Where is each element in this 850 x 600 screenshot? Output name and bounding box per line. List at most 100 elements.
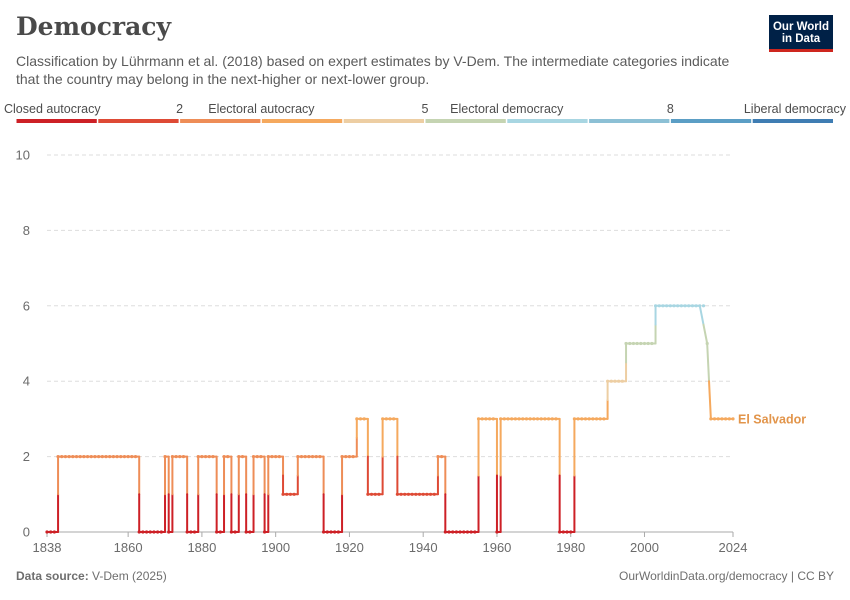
legend-segment-8 [670, 119, 752, 123]
data-point-2018 [709, 417, 713, 421]
data-point-1982 [576, 417, 580, 421]
data-point-2007 [668, 304, 672, 308]
data-point-1908 [303, 455, 307, 459]
data-point-1877 [189, 530, 193, 534]
legend-segment-9 [752, 119, 833, 123]
data-point-1930 [384, 417, 388, 421]
data-point-1959 [491, 417, 495, 421]
data-point-1928 [377, 492, 381, 496]
data-source-value: V-Dem (2025) [92, 569, 167, 583]
series-end-label[interactable]: El Salvador [738, 412, 806, 426]
democracy-chart: Closed autocracy 2 Electoral autocracy 5 Ele… [4, 102, 847, 555]
data-point-1942 [428, 492, 433, 496]
data-point-1856 [111, 455, 115, 459]
data-point-2002 [650, 341, 654, 346]
data-source-label: Data source: [16, 569, 89, 583]
data-point-1964 [510, 417, 514, 421]
data-point-1920 [347, 455, 352, 459]
data-point-1882 [207, 455, 211, 459]
data-point-1843 [63, 455, 68, 459]
data-point-1948 [451, 530, 455, 534]
data-point-2023 [727, 417, 731, 421]
data-point-1956 [480, 417, 484, 421]
data-point-1924 [362, 417, 366, 421]
data-point-1842 [60, 455, 64, 459]
data-point-1980 [569, 530, 573, 534]
x-tick-label-1838: 1838 [33, 540, 62, 555]
data-point-1979 [565, 530, 569, 534]
data-point-1969 [528, 417, 532, 421]
data-point-1879 [196, 455, 200, 459]
data-point-1904 [288, 492, 293, 496]
chart-title: Democracy [16, 12, 172, 41]
data-point-1927 [373, 492, 377, 496]
data-point-2005 [661, 304, 665, 308]
data-point-1884 [215, 530, 219, 534]
data-point-1896 [259, 455, 263, 459]
legend-segment-3 [261, 119, 343, 123]
data-point-1891 [240, 455, 245, 459]
data-point-1994 [620, 379, 624, 383]
data-point-2016 [701, 304, 706, 308]
data-point-1951 [462, 530, 466, 534]
data-point-1910 [310, 455, 315, 459]
data-point-1907 [299, 455, 304, 459]
data-point-1983 [580, 417, 584, 421]
data-point-1935 [403, 492, 407, 496]
data-point-1886 [222, 455, 226, 459]
data-point-1957 [484, 417, 488, 421]
series-el-salvador[interactable] [45, 304, 735, 534]
y-tick-label-0: 0 [23, 525, 30, 540]
data-point-1865 [144, 530, 149, 534]
color-legend[interactable]: Closed autocracy 2 Electoral autocracy 5 Ele… [4, 102, 847, 123]
data-point-1887 [226, 455, 230, 459]
data-point-1899 [270, 455, 274, 459]
data-point-1949 [454, 530, 458, 534]
data-point-1989 [602, 417, 606, 421]
data-point-1892 [244, 530, 248, 534]
legend-label-0: Closed autocracy [4, 102, 101, 116]
data-point-2015 [698, 304, 702, 308]
series-segment-0-68a [706, 342, 711, 383]
data-point-2013 [690, 304, 695, 308]
data-point-1936 [406, 492, 411, 496]
data-point-1965 [513, 417, 517, 421]
data-point-1962 [502, 417, 506, 421]
data-point-1955 [476, 417, 481, 421]
legend-segment-7 [589, 119, 670, 123]
x-tick-label-1860: 1860 [114, 540, 143, 555]
data-point-1848 [82, 455, 86, 459]
data-point-1939 [417, 492, 422, 496]
data-point-2006 [665, 304, 669, 308]
data-point-1919 [344, 455, 348, 459]
data-point-1990 [606, 379, 610, 383]
data-point-1839 [49, 530, 53, 534]
x-tick-label-1960: 1960 [482, 540, 511, 555]
data-point-1894 [251, 455, 256, 459]
y-tick-label-10: 10 [16, 148, 30, 163]
data-point-2011 [683, 304, 687, 308]
license-text: | CC BY [790, 569, 834, 583]
y-tick-label-4: 4 [23, 374, 30, 389]
x-tick-label-2000: 2000 [630, 540, 659, 555]
data-point-1869 [159, 530, 163, 534]
data-point-1858 [119, 455, 123, 459]
owid-logo[interactable]: Our World in Data [769, 15, 833, 52]
legend-segment-2 [180, 119, 261, 123]
x-tick-label-1880: 1880 [187, 540, 216, 555]
legend-label-3: 5 [422, 102, 429, 116]
data-point-1978 [561, 530, 565, 534]
data-point-1926 [369, 492, 374, 496]
data-point-1863 [137, 530, 141, 534]
data-source: Data source: V-Dem (2025) [16, 569, 167, 583]
data-point-1847 [78, 455, 82, 459]
data-point-1929 [381, 417, 385, 421]
data-point-1963 [506, 417, 510, 421]
data-point-1995 [624, 341, 628, 346]
data-point-1846 [74, 455, 79, 459]
data-point-1968 [524, 417, 529, 421]
owid-link[interactable]: OurWorldinData.org/democracy [619, 569, 788, 583]
y-tick-label-8: 8 [23, 223, 30, 238]
data-point-1913 [322, 530, 326, 534]
data-point-1875 [181, 455, 186, 459]
